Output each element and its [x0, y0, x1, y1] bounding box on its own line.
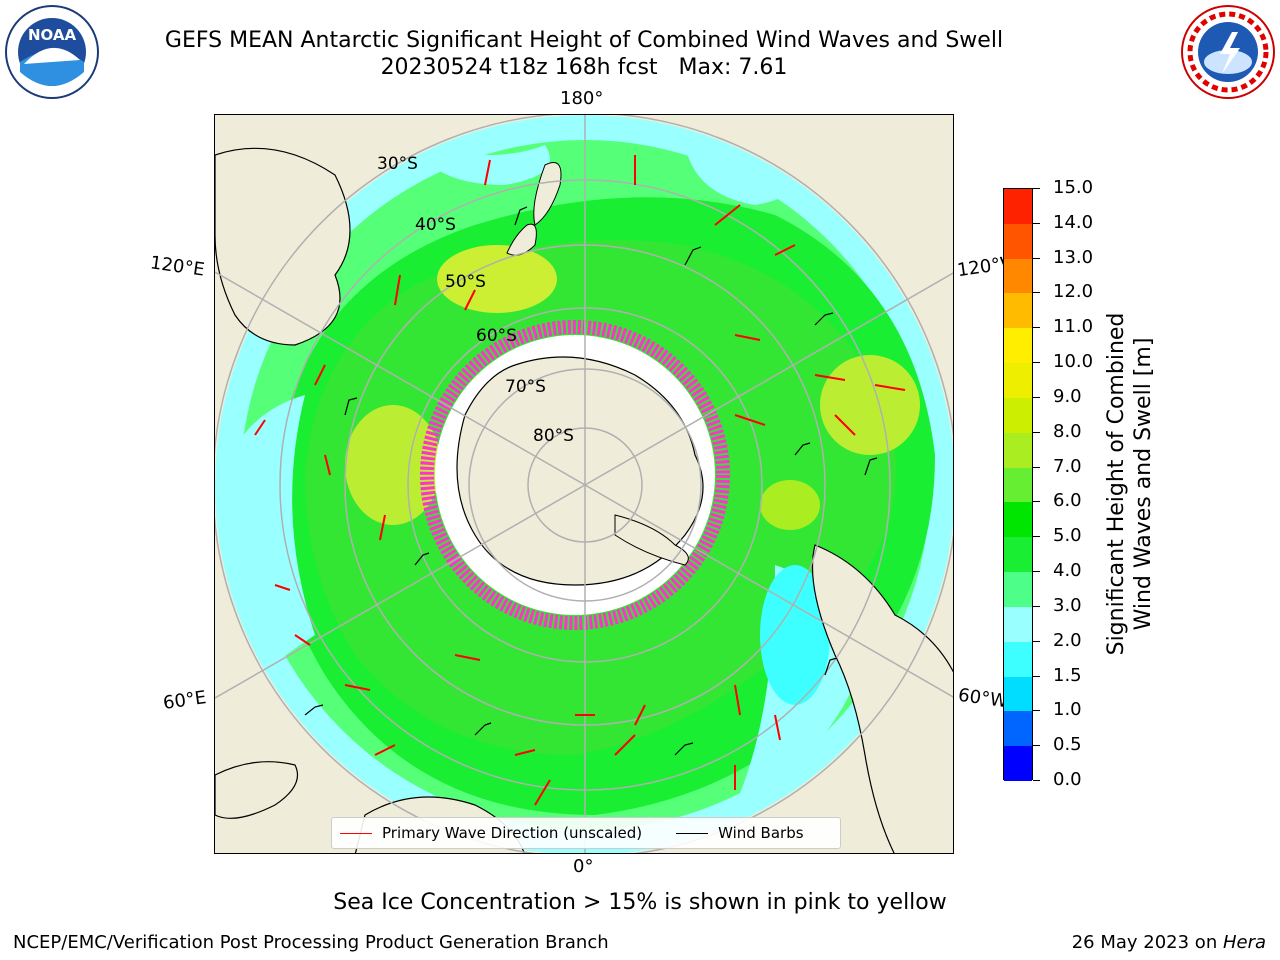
- colorbar-tick: [1033, 605, 1040, 607]
- lat-label-50: 50°S: [445, 272, 486, 292]
- generation-date-text: 26 May 2023 on: [1071, 932, 1223, 953]
- colorbar-tick-label: 0.0: [1053, 769, 1082, 790]
- colorbar-segment: [1004, 746, 1032, 782]
- colorbar: [1003, 188, 1033, 782]
- colorbar-tick-label: 11.0: [1053, 316, 1094, 338]
- lon-label-60w: 60°W: [956, 684, 1009, 713]
- colorbar-tick-label: 14.0: [1053, 211, 1094, 233]
- lat-label-30: 30°S: [377, 154, 418, 174]
- colorbar-label: Significant Height of Combined Wind Wave…: [1103, 313, 1157, 656]
- colorbar-tick: [1033, 292, 1040, 294]
- colorbar-tick-label: 10.0: [1053, 351, 1094, 373]
- colorbar-segment: [1004, 641, 1032, 678]
- colorbar-tick-label: 15.0: [1053, 177, 1094, 198]
- legend-wind-barbs: Wind Barbs: [718, 824, 804, 842]
- colorbar-tick: [1033, 536, 1040, 538]
- lat-label-40: 40°S: [415, 215, 456, 235]
- colorbar-tick-label: 9.0: [1053, 385, 1082, 407]
- colorbar-tick-label: 1.0: [1053, 699, 1082, 721]
- new-zealand: [533, 162, 562, 226]
- colorbar-segment: [1004, 258, 1032, 294]
- lat-label-60: 60°S: [476, 326, 517, 346]
- colorbar-tick: [1033, 257, 1040, 259]
- map-subtitle: 20230524 t18z 168h fcst Max: 7.61: [0, 55, 1168, 81]
- colorbar-tick-label: 0.5: [1053, 734, 1082, 756]
- colorbar-tick: [1033, 710, 1040, 712]
- colorbar-segment: [1004, 606, 1032, 643]
- wind-barb-swatch: [676, 832, 709, 834]
- colorbar-tick-label: 8.0: [1053, 420, 1082, 442]
- colorbar-segment: [1004, 328, 1032, 364]
- lon-label-180: 180°: [560, 88, 604, 109]
- polar-map: 30°S 40°S 50°S 60°S 70°S 80°S Primary Wa…: [214, 114, 954, 854]
- colorbar-tick: [1033, 188, 1040, 189]
- antarctic-peninsula: [614, 514, 689, 566]
- colorbar-tick: [1033, 571, 1040, 573]
- lon-label-0: 0°: [573, 856, 594, 877]
- wave-arrows: [254, 155, 906, 806]
- lat-label-70: 70°S: [505, 377, 546, 397]
- colorbar-label-line2: Wind Waves and Swell [m]: [1131, 337, 1156, 631]
- colorbar-tick-label: 5.0: [1053, 525, 1082, 547]
- colorbar-tick: [1033, 675, 1040, 677]
- noaa-logo-text: NOAA: [28, 26, 77, 44]
- sea-ice-note: Sea Ice Concentration > 15% is shown in …: [333, 890, 947, 915]
- sea-ice-edge: [420, 320, 730, 630]
- colorbar-tick: [1033, 501, 1040, 503]
- host-name: Hera: [1222, 932, 1266, 953]
- map-legend: Primary Wave Direction (unscaled) Wind B…: [331, 817, 841, 849]
- colorbar-tick: [1033, 745, 1040, 747]
- colorbar-tick-label: 2.0: [1053, 629, 1082, 651]
- south-america: [811, 544, 953, 853]
- colorbar-tick: [1033, 431, 1040, 433]
- forecast-run: 20230524 t18z 168h fcst: [380, 55, 658, 80]
- nws-logo: [1180, 4, 1276, 100]
- colorbar-tick: [1033, 327, 1040, 329]
- colorbar-segment: [1004, 189, 1032, 225]
- wave-direction-swatch: [340, 832, 372, 834]
- colorbar-tick-label: 13.0: [1053, 246, 1094, 268]
- colorbar-segment: [1004, 467, 1032, 503]
- noaa-logo: NOAA: [4, 4, 100, 100]
- wave-max-pacific: [437, 245, 557, 313]
- colorbar-segment: [1004, 676, 1032, 712]
- colorbar-tick-label: 4.0: [1053, 560, 1082, 582]
- longitude-lines: [215, 115, 953, 853]
- colorbar-label-line1: Significant Height of Combined: [1104, 312, 1129, 656]
- colorbar-tick-label: 3.0: [1053, 594, 1082, 616]
- lat-label-80: 80°S: [533, 426, 574, 446]
- madagascar: [215, 761, 299, 819]
- colorbar-tick-label: 12.0: [1053, 281, 1094, 303]
- colorbar-segment: [1004, 432, 1032, 469]
- colorbar-segment: [1004, 223, 1032, 260]
- colorbar-tick: [1033, 396, 1040, 398]
- colorbar-segment: [1004, 397, 1032, 434]
- australia: [215, 147, 351, 346]
- colorbar-tick-label: 6.0: [1053, 490, 1082, 512]
- map-title: GEFS MEAN Antarctic Significant Height o…: [164, 28, 1004, 53]
- lon-label-60e: 60°E: [161, 687, 208, 714]
- colorbar-tick-label: 1.5: [1053, 664, 1082, 686]
- colorbar-segment: [1004, 363, 1032, 399]
- lon-label-120e: 120°E: [148, 252, 206, 281]
- legend-wave-direction: Primary Wave Direction (unscaled): [382, 824, 643, 842]
- colorbar-segment: [1004, 293, 1032, 329]
- colorbar-segment: [1004, 502, 1032, 538]
- colorbar-tick: [1033, 780, 1040, 781]
- colorbar-tick: [1033, 466, 1040, 468]
- colorbar-tick: [1033, 640, 1040, 642]
- max-value: Max: 7.61: [678, 55, 788, 80]
- colorbar-segment: [1004, 537, 1032, 573]
- wind-barbs: [304, 206, 878, 756]
- colorbar-tick: [1033, 222, 1040, 224]
- generation-date: 26 May 2023 on Hera: [1072, 932, 1266, 953]
- colorbar-tick: [1033, 362, 1040, 364]
- colorbar-segment: [1004, 711, 1032, 747]
- colorbar-tick-label: 7.0: [1053, 455, 1082, 477]
- colorbar-segment: [1004, 572, 1032, 608]
- producer-credit: NCEP/EMC/Verification Post Processing Pr…: [13, 932, 609, 953]
